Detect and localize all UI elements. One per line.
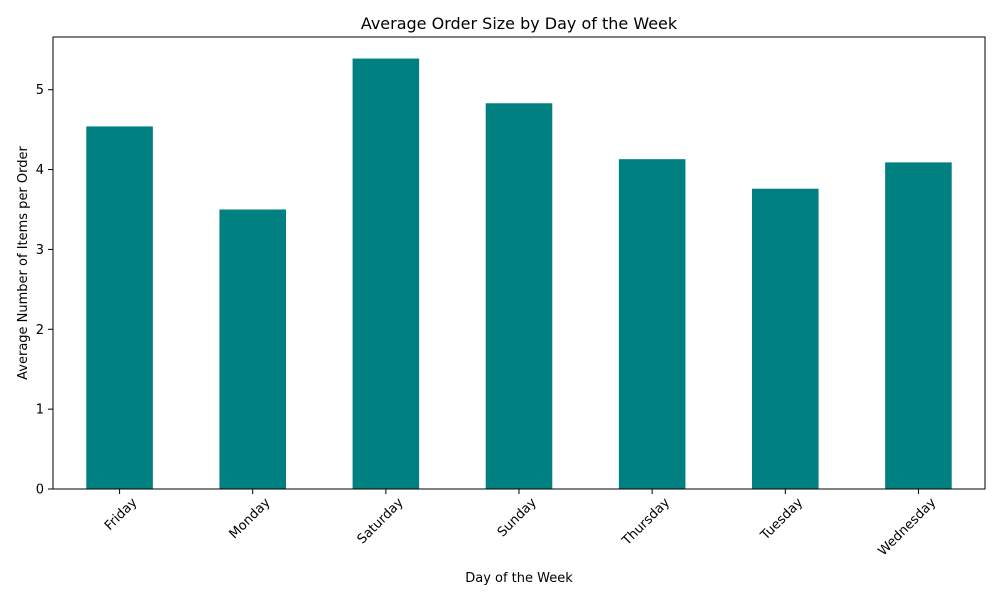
- x-tick-label: Monday: [227, 495, 274, 542]
- chart-title: Average Order Size by Day of the Week: [361, 14, 678, 33]
- x-axis: Friday Monday Saturday Sunday Thursday Tuesda…: [102, 489, 939, 559]
- y-tick-label: 1: [36, 403, 44, 418]
- y-tick-label: 4: [36, 163, 44, 178]
- bar-tuesday: [752, 188, 819, 490]
- bars-layer: [86, 58, 952, 490]
- y-axis: 0 1 2 3 4 5: [36, 83, 53, 498]
- x-axis-label: Day of the Week: [465, 571, 573, 586]
- bar-monday: [219, 209, 286, 490]
- y-tick-label: 5: [36, 83, 44, 98]
- plot-frame: [52, 36, 986, 490]
- bar-wednesday: [885, 162, 952, 489]
- y-tick-label: 3: [36, 243, 44, 258]
- x-tick-label: Thursday: [619, 495, 673, 549]
- x-tick-label: Friday: [102, 495, 141, 534]
- bar-thursday: [618, 159, 686, 489]
- bar-friday: [86, 126, 153, 489]
- y-axis-label: Average Number of Items per Order: [16, 145, 31, 379]
- y-tick-label: 0: [36, 483, 44, 498]
- bar-saturday: [352, 58, 420, 490]
- bar-sunday: [485, 103, 553, 489]
- x-tick-label: Sunday: [495, 495, 540, 540]
- x-tick-label: Tuesday: [757, 495, 806, 544]
- y-tick-label: 2: [36, 323, 44, 338]
- x-tick-label: Wednesday: [875, 495, 939, 559]
- x-tick-label: Saturday: [355, 495, 407, 547]
